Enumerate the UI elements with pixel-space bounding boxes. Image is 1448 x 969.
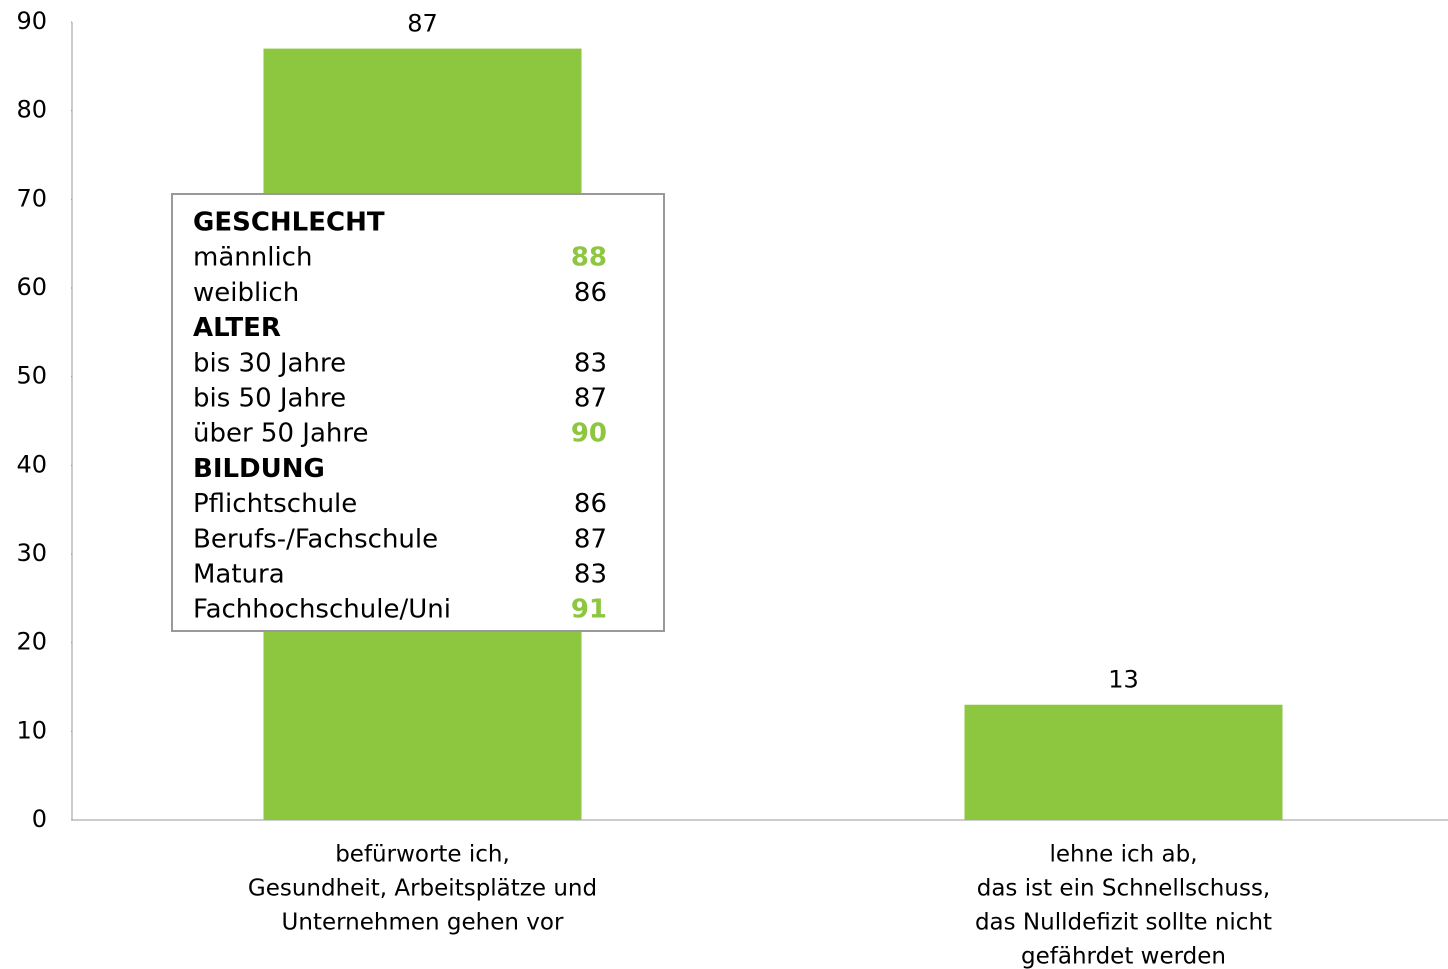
y-tick-label: 10: [16, 716, 47, 744]
row-label: weiblich: [193, 278, 299, 308]
y-tick-label: 0: [32, 805, 47, 833]
x-tick-label: lehne ich ab,: [1049, 842, 1197, 868]
row-value: 86: [574, 278, 607, 308]
row-label: Fachhochschule/Uni: [193, 595, 451, 625]
y-tick-label: 80: [16, 96, 47, 124]
inset-table: GESCHLECHT männlich 88 weiblich 86 ALTER bis 3…: [171, 193, 665, 632]
value-label: 87: [407, 10, 438, 38]
y-tick-label: 50: [16, 362, 47, 390]
y-tick-label: 20: [16, 628, 47, 656]
row-label: Matura: [193, 560, 285, 590]
bar: [964, 704, 1283, 820]
row-value: 87: [574, 524, 607, 554]
x-tick-label: Gesundheit, Arbeitsplätze und: [248, 876, 597, 902]
y-tick-label: 60: [16, 273, 47, 301]
y-tick-label: 40: [16, 450, 47, 478]
group-title: BILDUNG: [193, 454, 325, 484]
y-tick-label: 70: [16, 184, 47, 212]
x-tick-label: Unternehmen gehen vor: [282, 910, 564, 936]
row-value: 88: [571, 243, 607, 273]
row-label: bis 30 Jahre: [193, 348, 346, 378]
value-label: 13: [1108, 666, 1139, 694]
row-value: 90: [571, 419, 607, 449]
y-tick-label: 90: [16, 7, 47, 35]
row-value: 91: [571, 595, 607, 625]
group-title: GESCHLECHT: [193, 208, 385, 238]
x-tick-label: das Nulldefizit sollte nicht: [975, 910, 1272, 936]
group-title: ALTER: [193, 313, 281, 343]
row-label: männlich: [193, 243, 312, 273]
row-value: 83: [574, 348, 607, 378]
x-tick-label: befürworte ich,: [335, 842, 510, 868]
row-value: 83: [574, 560, 607, 590]
row-label: bis 50 Jahre: [193, 384, 346, 414]
row-label: über 50 Jahre: [193, 419, 368, 449]
row-label: Berufs-/Fachschule: [193, 524, 438, 554]
x-tick-label: das ist ein Schnellschuss,: [977, 876, 1271, 902]
y-tick-label: 30: [16, 539, 47, 567]
x-tick-label: gefährdet werden: [1021, 944, 1226, 969]
inset-box: [171, 193, 665, 632]
row-label: Pflichtschule: [193, 489, 357, 519]
row-value: 86: [574, 489, 607, 519]
row-value: 87: [574, 384, 607, 414]
